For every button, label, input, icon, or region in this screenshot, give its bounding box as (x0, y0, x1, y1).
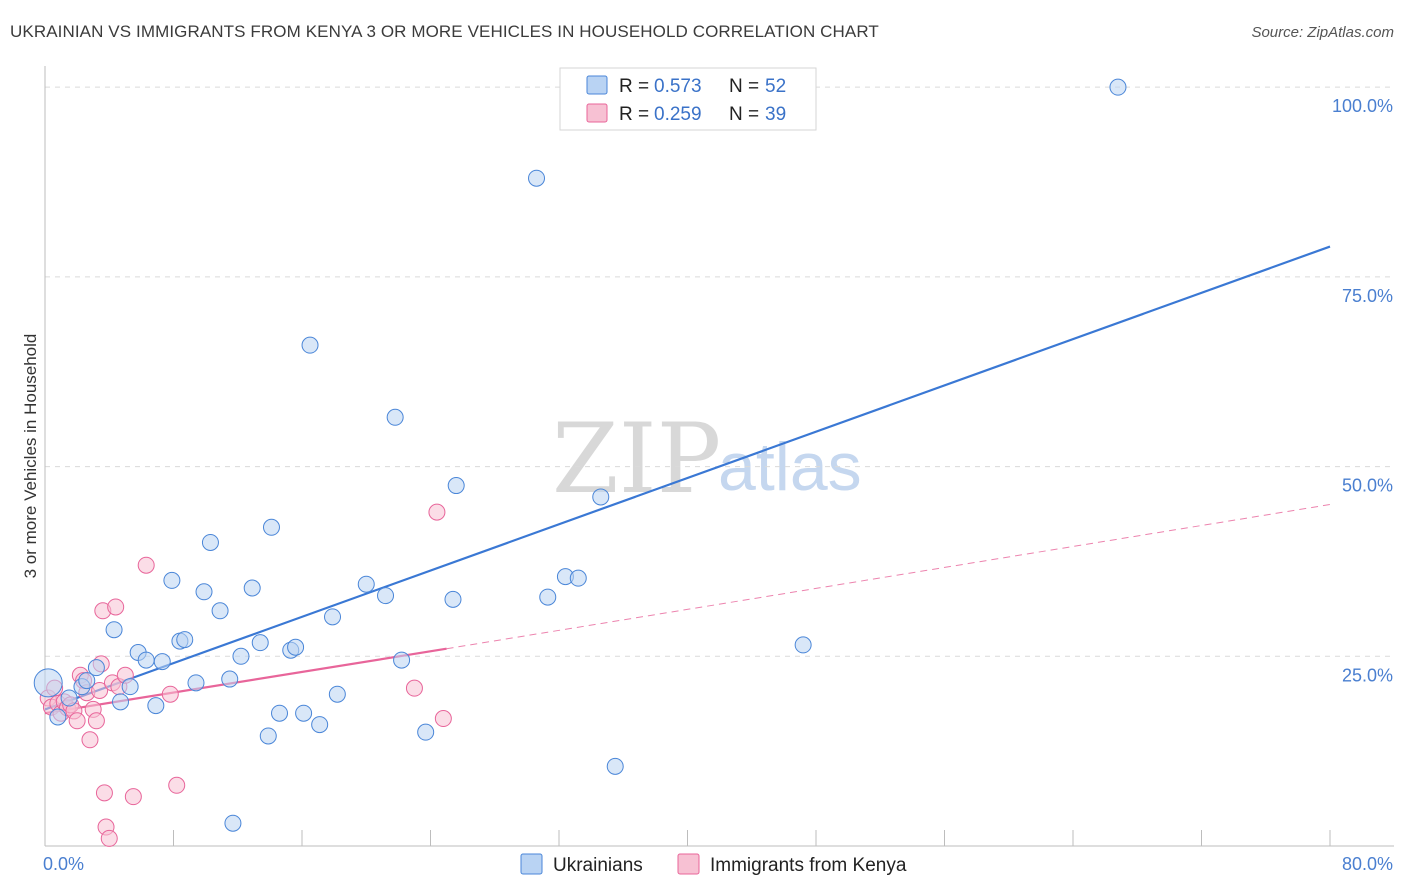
point-kenya-28 (161, 685, 179, 703)
point-ukrainians-34 (328, 685, 346, 703)
point-ukrainians-6 (105, 621, 123, 639)
series-legend: Ukrainians Immigrants from Kenya (520, 853, 907, 876)
point-kenya-19 (95, 784, 113, 802)
point-ukrainians-8 (121, 678, 139, 696)
point-ukrainians-5 (87, 659, 105, 677)
series-legend-ukrainians: Ukrainians (553, 855, 643, 876)
y-tick-label-3: 100.0% (1332, 96, 1393, 116)
point-ukrainians-18 (201, 533, 219, 551)
chart-title: UKRAINIAN VS IMMIGRANTS FROM KENYA 3 OR … (10, 22, 879, 41)
point-kenya-27 (137, 556, 155, 574)
point-ukrainians-15 (176, 631, 194, 649)
point-kenya-29 (168, 776, 186, 794)
legend-r-value-1: 0.573 (654, 76, 702, 97)
x-tick-labels: 0.0% 80.0% (43, 854, 1393, 874)
point-ukrainians-2 (60, 689, 78, 707)
point-ukrainians-0 (33, 668, 63, 698)
x-tick-label-max: 80.0% (1342, 854, 1393, 874)
point-kenya-30 (405, 679, 423, 697)
point-kenya-9 (68, 712, 86, 730)
point-kenya-31 (428, 503, 446, 521)
legend-n-value-2: 39 (765, 104, 786, 125)
point-ukrainians-1 (49, 708, 67, 726)
legend-r-label-1: R = (619, 76, 649, 97)
axes (44, 66, 1394, 847)
point-ukrainians-19 (211, 602, 229, 620)
y-tick-label-0: 25.0% (1342, 665, 1393, 685)
point-ukrainians-37 (386, 408, 404, 426)
point-kenya-32 (434, 710, 452, 728)
point-kenya-16 (91, 681, 109, 699)
y-tick-labels: 25.0% 50.0% 75.0% 100.0% (1332, 96, 1393, 685)
point-ukrainians-17 (195, 583, 213, 601)
point-kenya-13 (81, 731, 99, 749)
trend-line-kenya (44, 647, 447, 715)
point-ukrainians-36 (377, 587, 395, 605)
trend-line-ukrainians (44, 245, 1331, 711)
point-ukrainians-21 (224, 814, 242, 832)
point-ukrainians-46 (592, 488, 610, 506)
point-ukrainians-30 (295, 704, 313, 722)
point-ukrainians-32 (311, 716, 329, 734)
point-ukrainians-27 (271, 704, 289, 722)
point-ukrainians-22 (232, 647, 250, 665)
point-ukrainians-31 (301, 336, 319, 354)
point-ukrainians-45 (569, 569, 587, 587)
trend-line-kenya-extension (446, 504, 1331, 650)
point-ukrainians-16 (187, 674, 205, 692)
legend-swatch-pink (586, 103, 608, 123)
point-ukrainians-43 (539, 588, 557, 606)
point-ukrainians-25 (259, 727, 277, 745)
watermark-zip: ZIP (552, 403, 721, 515)
legend-r-label-2: R = (619, 104, 649, 125)
point-ukrainians-38 (393, 651, 411, 669)
point-ukrainians-39 (417, 723, 435, 741)
point-ukrainians-40 (444, 590, 462, 608)
series-legend-swatch-ukrainians (520, 853, 543, 875)
legend-swatch-blue (586, 75, 608, 95)
point-ukrainians-11 (147, 697, 165, 715)
data-points (33, 78, 1127, 847)
y-axis-label: 3 or more Vehicles in Household (21, 334, 40, 579)
point-ukrainians-4 (78, 672, 96, 690)
legend-r-value-2: 0.259 (654, 104, 702, 125)
point-ukrainians-49 (1109, 78, 1127, 96)
point-ukrainians-7 (111, 693, 129, 711)
point-ukrainians-20 (221, 670, 239, 688)
legend-n-value-1: 52 (765, 76, 786, 97)
point-ukrainians-33 (324, 608, 342, 626)
stats-legend: R = 0.573 N = 52 R = 0.259 N = 39 (559, 67, 817, 131)
point-kenya-15 (87, 712, 105, 730)
legend-n-label-2: N = (729, 104, 759, 125)
gridlines (45, 86, 1394, 657)
point-ukrainians-24 (251, 634, 269, 652)
point-ukrainians-12 (153, 653, 171, 671)
point-ukrainians-10 (137, 651, 155, 669)
y-tick-label-1: 50.0% (1342, 476, 1393, 496)
point-ukrainians-26 (262, 518, 280, 536)
x-tick-label-min: 0.0% (43, 854, 84, 874)
point-ukrainians-42 (528, 169, 546, 187)
point-ukrainians-35 (357, 575, 375, 593)
point-ukrainians-13 (163, 571, 181, 589)
point-ukrainians-41 (447, 477, 465, 495)
source-label: Source: ZipAtlas.com (1251, 24, 1394, 41)
point-ukrainians-29 (287, 638, 305, 656)
series-legend-swatch-kenya (677, 853, 700, 875)
point-kenya-26 (124, 788, 142, 806)
point-ukrainians-23 (243, 579, 261, 597)
y-tick-label-2: 75.0% (1342, 286, 1393, 306)
point-kenya-23 (107, 598, 125, 616)
legend-n-label-1: N = (729, 76, 759, 97)
trend-lines (44, 245, 1331, 715)
point-ukrainians-48 (794, 636, 812, 654)
point-kenya-21 (100, 829, 118, 847)
point-ukrainians-47 (606, 757, 624, 775)
series-legend-kenya: Immigrants from Kenya (710, 855, 907, 876)
